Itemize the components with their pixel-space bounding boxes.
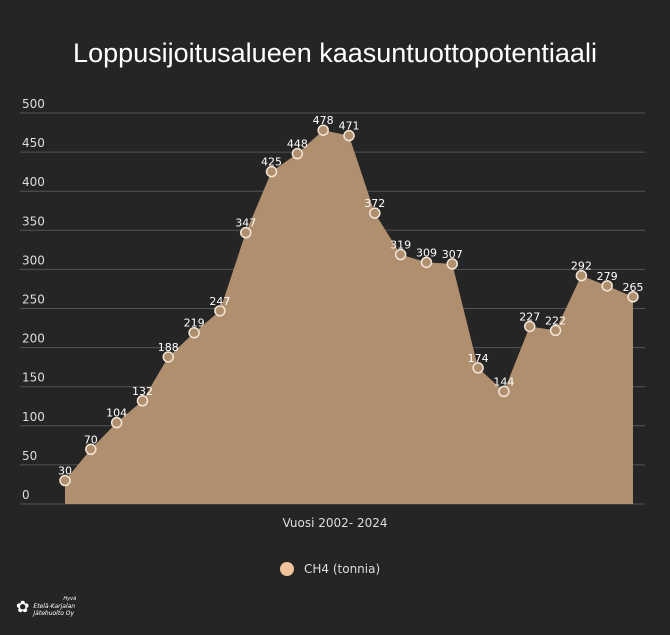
data-point — [317, 124, 329, 136]
data-point — [214, 305, 226, 317]
data-point — [446, 258, 459, 270]
data-label: 219 — [184, 317, 205, 330]
data-label: 265 — [623, 281, 644, 294]
data-label: 222 — [545, 314, 566, 327]
data-point — [85, 443, 97, 456]
data-label: 227 — [519, 310, 540, 323]
data-label: 478 — [313, 114, 334, 127]
logo: ✿ Hyvä Etelä-Karjalan Jätehuolto Oy — [16, 596, 77, 617]
data-point — [420, 256, 433, 269]
data-label: 188 — [158, 341, 179, 354]
data-label: 471 — [339, 120, 360, 133]
data-label: 292 — [571, 260, 592, 273]
y-tick-label: 0 — [22, 488, 30, 502]
data-label: 30 — [58, 465, 72, 478]
data-point — [394, 248, 407, 261]
data-label: 174 — [468, 352, 489, 365]
data-label: 144 — [493, 375, 514, 388]
logo-flower-icon: ✿ — [16, 597, 30, 616]
data-point — [498, 385, 510, 398]
data-point — [59, 474, 71, 487]
y-tick-label: 450 — [22, 136, 45, 150]
data-point — [369, 207, 381, 219]
data-point — [575, 269, 588, 282]
y-tick-label: 350 — [22, 214, 45, 228]
data-point — [110, 416, 123, 429]
data-point — [265, 165, 278, 178]
data-point — [291, 147, 304, 160]
data-label: 448 — [287, 138, 308, 151]
data-label: 319 — [390, 239, 411, 252]
data-point — [343, 129, 355, 142]
data-label: 309 — [416, 246, 437, 259]
y-tick-label: 250 — [22, 293, 45, 307]
data-point — [601, 280, 613, 292]
legend[interactable]: CH4 (tonnia) — [280, 562, 380, 576]
y-tick-label: 50 — [22, 449, 37, 463]
data-label: 347 — [235, 217, 256, 230]
x-axis-label: Vuosi 2002- 2024 — [282, 516, 388, 530]
area-fill — [65, 130, 633, 505]
y-tick-label: 300 — [22, 253, 45, 267]
data-point — [188, 326, 200, 339]
y-tick-label: 100 — [22, 410, 45, 424]
legend-marker — [280, 562, 294, 576]
legend-label: CH4 (tonnia) — [304, 562, 381, 576]
data-label: 307 — [442, 248, 463, 261]
data-point — [136, 395, 149, 407]
y-tick-label: 400 — [22, 175, 45, 189]
y-tick-label: 150 — [22, 371, 45, 385]
chart-title: Loppusijoitusalueen kaasuntuottopotentia… — [73, 38, 597, 68]
data-label: 247 — [209, 295, 230, 308]
data-point — [627, 291, 639, 303]
data-label: 70 — [84, 433, 98, 446]
data-label: 132 — [132, 385, 153, 398]
data-label: 279 — [597, 270, 618, 283]
data-point — [239, 226, 252, 239]
data-point — [162, 351, 175, 363]
y-tick-label: 500 — [22, 97, 45, 111]
y-tick-label: 200 — [22, 332, 45, 346]
data-point — [523, 320, 536, 333]
data-label: 104 — [106, 407, 127, 420]
data-point — [472, 362, 484, 374]
data-label: 372 — [364, 197, 385, 210]
data-point — [549, 324, 562, 337]
data-label: 425 — [261, 156, 282, 169]
